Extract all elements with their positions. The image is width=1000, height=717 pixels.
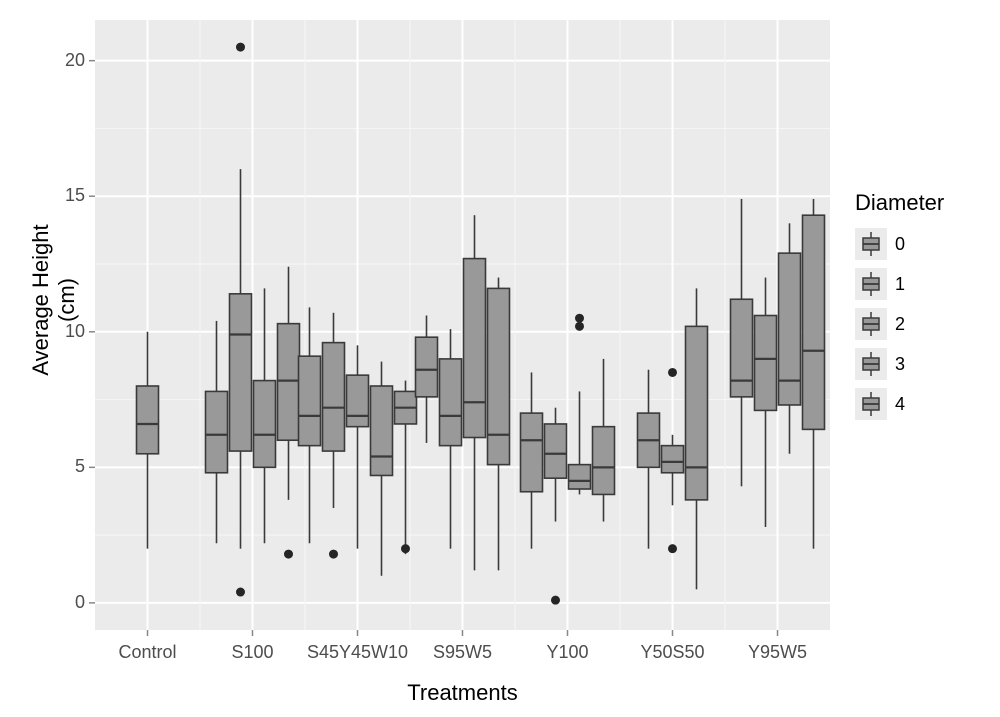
legend-item-label: 4 xyxy=(895,394,905,415)
boxplot-box xyxy=(299,307,321,543)
boxplot-box xyxy=(779,223,801,453)
plot-svg xyxy=(0,0,1000,717)
x-tick-label: Y95W5 xyxy=(723,642,833,663)
boxplot-box xyxy=(137,332,159,549)
y-axis-title: Average Height (cm) xyxy=(28,170,80,430)
legend-item-label: 2 xyxy=(895,314,905,335)
boxplot-box xyxy=(440,329,462,549)
chart-container: Average Height (cm) Treatments 05101520C… xyxy=(0,0,1000,717)
boxplot-box xyxy=(488,278,510,571)
legend-item-label: 3 xyxy=(895,354,905,375)
legend-item-label: 0 xyxy=(895,234,905,255)
boxplot-box xyxy=(371,362,393,576)
boxplot-box xyxy=(638,370,660,549)
boxplot-box xyxy=(416,316,438,443)
x-tick-label: Control xyxy=(93,642,203,663)
boxplot-box xyxy=(731,199,753,486)
boxplot-box xyxy=(686,288,708,589)
boxplot-box xyxy=(545,408,567,605)
legend-title: Diameter xyxy=(855,190,944,216)
x-axis-title: Treatments xyxy=(95,680,830,706)
x-tick-label: Y50S50 xyxy=(618,642,728,663)
boxplot-box xyxy=(521,372,543,548)
legend-item-label: 1 xyxy=(895,274,905,295)
y-tick-label: 10 xyxy=(65,321,85,342)
x-tick-label: Y100 xyxy=(513,642,623,663)
boxplot-box xyxy=(593,359,615,522)
boxplot-box xyxy=(464,215,486,570)
y-tick-label: 0 xyxy=(75,592,85,613)
boxplot-box xyxy=(347,345,369,548)
boxplot-box xyxy=(569,314,591,495)
y-tick-label: 15 xyxy=(65,185,85,206)
boxplot-box xyxy=(803,199,825,549)
x-tick-label: S45Y45W10 xyxy=(303,642,413,663)
boxplot-box xyxy=(206,321,228,543)
boxplot-box xyxy=(755,278,777,527)
x-tick-label: S100 xyxy=(198,642,308,663)
boxplot-box xyxy=(254,288,276,543)
y-tick-label: 5 xyxy=(75,456,85,477)
boxplot-box xyxy=(230,43,252,597)
boxplot-box xyxy=(278,267,300,559)
x-tick-label: S95W5 xyxy=(408,642,518,663)
y-tick-label: 20 xyxy=(65,50,85,71)
boxplot-box xyxy=(323,313,345,559)
